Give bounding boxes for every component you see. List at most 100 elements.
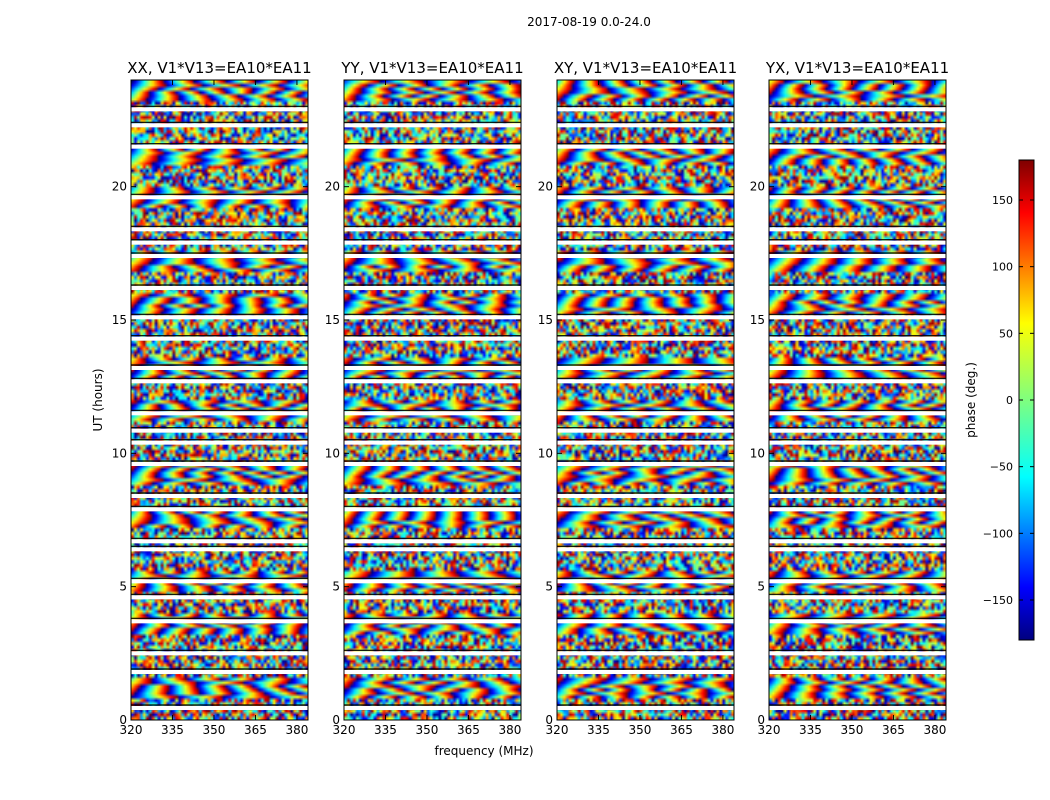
x-tick-label: 350 (841, 723, 864, 737)
flagged-row (769, 144, 946, 149)
x-tick-label: 380 (285, 723, 308, 737)
x-tick-label: 335 (161, 723, 184, 737)
flagged-row (769, 595, 946, 600)
flagged-row (131, 670, 308, 674)
y-tick-label: 5 (332, 580, 340, 594)
flagged-row (131, 144, 308, 149)
flagged-row (769, 286, 946, 290)
flagged-row (769, 440, 946, 445)
flagged-row (344, 670, 521, 674)
flagged-row (557, 254, 734, 258)
heatmap-image (131, 80, 308, 720)
flagged-row (557, 366, 734, 370)
flagged-row (344, 651, 521, 656)
flagged-row (769, 107, 946, 112)
flagged-row (131, 462, 308, 466)
flagged-row (557, 651, 734, 656)
flagged-row (131, 254, 308, 258)
flagged-row (344, 286, 521, 290)
x-tick-label: 335 (374, 723, 397, 737)
heatmap-image (557, 80, 734, 720)
flagged-row (557, 595, 734, 600)
y-tick-label: 0 (757, 713, 765, 727)
y-tick-label: 10 (750, 446, 765, 460)
flagged-row (557, 428, 734, 433)
flagged-row (131, 336, 308, 341)
flagged-row (131, 651, 308, 656)
flagged-row (769, 494, 946, 498)
panel-yy: YY, V1*V13=EA10*EA11 320 335 350 365 380 0 5 10 1… (325, 59, 524, 737)
figure-suptitle: 2017-08-19 0.0-24.0 (527, 15, 651, 29)
colorbar-label: phase (deg.) (964, 362, 978, 438)
flagged-row (557, 286, 734, 290)
flagged-row (769, 579, 946, 584)
flagged-row (769, 507, 946, 512)
flagged-row (344, 195, 521, 200)
flagged-row (557, 670, 734, 674)
flagged-row (344, 440, 521, 445)
flagged-row (344, 462, 521, 466)
flagged-row (769, 706, 946, 710)
x-tick-label: 365 (457, 723, 480, 737)
flagged-row (131, 428, 308, 433)
x-tick-label: 365 (882, 723, 905, 737)
flagged-row (557, 411, 734, 416)
x-tick-label: 320 (333, 723, 356, 737)
flagged-row (131, 195, 308, 200)
colorbar-tick-label: 100 (992, 261, 1013, 274)
x-axis-label: frequency (MHz) (434, 744, 533, 758)
flagged-row (769, 315, 946, 320)
panels-group: XX, V1*V13=EA10*EA11 320 335 350 365 380 0 5 10 1… (112, 59, 949, 737)
flagged-row (131, 595, 308, 600)
flagged-row (131, 107, 308, 112)
flagged-row (344, 227, 521, 232)
flagged-row (557, 547, 734, 552)
y-tick-label: 5 (545, 580, 553, 594)
colorbar-tick-label: −150 (983, 594, 1013, 607)
flagged-row (769, 240, 946, 245)
y-tick-label: 0 (545, 713, 553, 727)
flagged-row (769, 195, 946, 200)
flagged-row (769, 547, 946, 552)
flagged-row (131, 507, 308, 512)
flagged-row (344, 494, 521, 498)
flagged-row (769, 123, 946, 128)
flagged-row (557, 507, 734, 512)
flagged-row (557, 579, 734, 584)
flagged-row (131, 411, 308, 416)
y-tick-label: 0 (332, 713, 340, 727)
flagged-row (557, 144, 734, 149)
y-tick-label: 20 (538, 180, 553, 194)
y-tick-label: 15 (112, 313, 127, 327)
flagged-row (131, 240, 308, 245)
flagged-row (344, 144, 521, 149)
flagged-row (344, 379, 521, 384)
x-tick-label: 350 (203, 723, 226, 737)
flagged-row (769, 619, 946, 624)
y-axis-label: UT (hours) (91, 368, 105, 431)
flagged-row (344, 366, 521, 370)
heatmap-image (344, 80, 521, 720)
x-tick-label: 350 (416, 723, 439, 737)
y-tick-label: 15 (538, 313, 553, 327)
flagged-row (769, 539, 946, 544)
x-tick-label: 380 (923, 723, 946, 737)
y-tick-label: 15 (750, 313, 765, 327)
x-tick-label: 335 (587, 723, 610, 737)
flagged-row (769, 428, 946, 433)
colorbar-tick-label: 50 (999, 327, 1013, 340)
flagged-row (131, 315, 308, 320)
y-tick-label: 15 (325, 313, 340, 327)
x-tick-label: 320 (120, 723, 143, 737)
panel-frame (768, 79, 947, 721)
x-tick-label: 365 (244, 723, 267, 737)
flagged-row (557, 619, 734, 624)
panel-frame (556, 79, 735, 721)
flagged-row (344, 254, 521, 258)
flagged-row (131, 379, 308, 384)
panel-xx: XX, V1*V13=EA10*EA11 320 335 350 365 380 0 5 10 1… (112, 59, 312, 737)
flagged-row (769, 379, 946, 384)
flagged-row (131, 706, 308, 710)
panel-title: YX, V1*V13=EA10*EA11 (765, 59, 949, 77)
y-tick-label: 20 (750, 180, 765, 194)
